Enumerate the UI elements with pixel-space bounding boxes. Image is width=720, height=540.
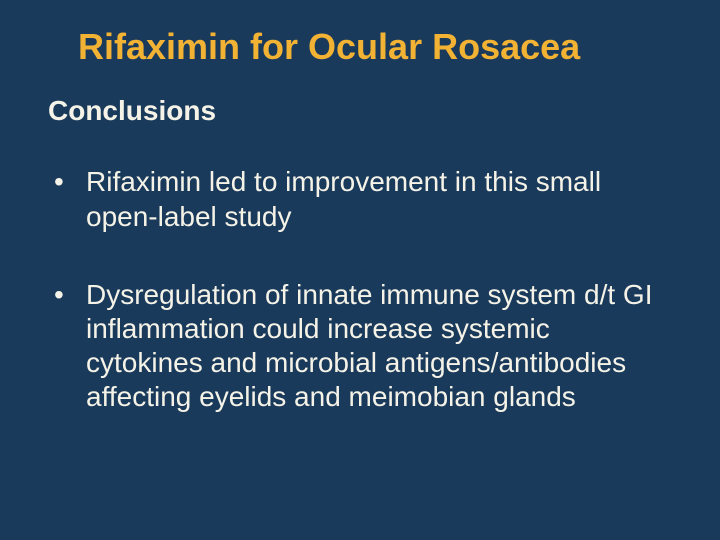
slide: Rifaximin for Ocular Rosacea Conclusions… [0, 0, 720, 540]
bullet-item: Rifaximin led to improvement in this sma… [48, 165, 672, 233]
slide-title: Rifaximin for Ocular Rosacea [78, 26, 672, 67]
bullet-list: Rifaximin led to improvement in this sma… [48, 165, 672, 414]
slide-subheading: Conclusions [48, 95, 672, 127]
bullet-item: Dysregulation of innate immune system d/… [48, 278, 672, 415]
